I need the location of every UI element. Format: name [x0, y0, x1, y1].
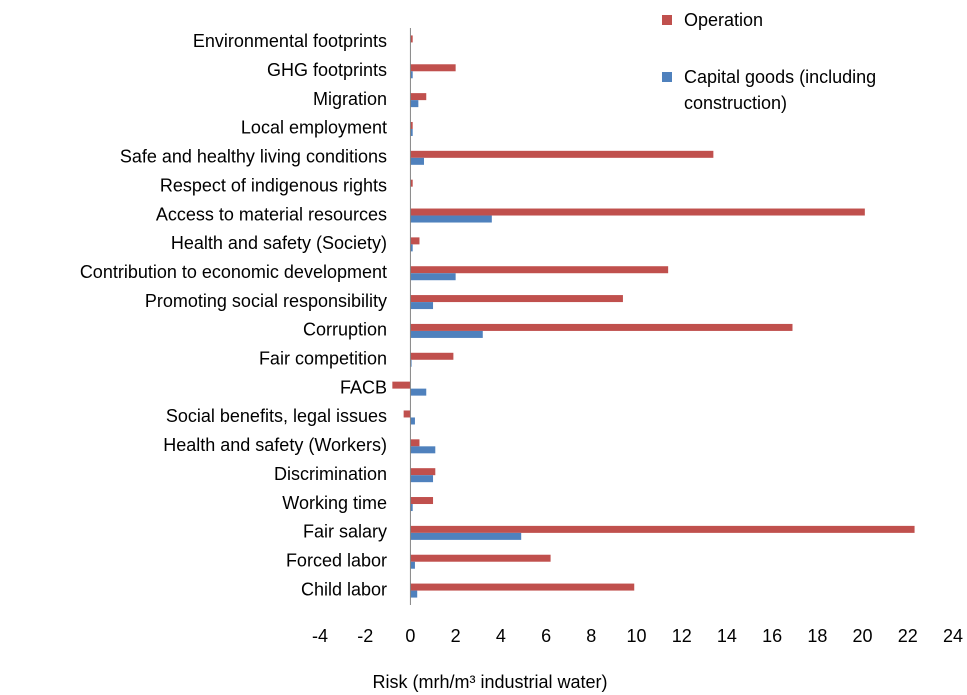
- bar: [410, 446, 436, 454]
- x-tick-label: 12: [672, 626, 692, 646]
- bar: [410, 590, 418, 598]
- bar: [410, 71, 413, 79]
- y-tick-label: Corruption: [303, 320, 387, 340]
- x-tick-label: 0: [405, 626, 415, 646]
- y-tick-label: Safe and healthy living conditions: [120, 147, 387, 167]
- y-tick-label: Access to material resources: [156, 204, 387, 224]
- bar: [410, 583, 635, 591]
- y-tick-label: Social benefits, legal issues: [166, 406, 387, 426]
- bar: [410, 273, 456, 281]
- bar: [392, 381, 411, 389]
- y-tick-label: Discrimination: [274, 464, 387, 484]
- legend-swatch: [662, 72, 672, 82]
- x-tick-label: 2: [451, 626, 461, 646]
- y-tick-label: Child labor: [301, 579, 387, 599]
- x-tick-label: 8: [586, 626, 596, 646]
- bar: [410, 244, 413, 252]
- y-tick-label: Environmental footprints: [193, 31, 387, 51]
- bar: [410, 359, 412, 367]
- x-tick-label: 14: [717, 626, 737, 646]
- x-tick-label: -4: [312, 626, 328, 646]
- bar: [410, 100, 419, 108]
- bar: [410, 554, 551, 562]
- x-axis-title: Risk (mrh/m³ industrial water): [372, 672, 607, 692]
- bar: [410, 302, 434, 310]
- bar: [410, 64, 456, 72]
- bar: [410, 439, 420, 447]
- bar: [410, 215, 492, 223]
- bar: [410, 561, 415, 569]
- y-tick-label: FACB: [340, 377, 387, 397]
- bar: [410, 525, 915, 533]
- bar: [410, 208, 865, 216]
- bar: [410, 468, 436, 476]
- bar: [410, 352, 454, 360]
- y-tick-label: Working time: [282, 493, 387, 513]
- bar: [410, 128, 413, 136]
- bar: [410, 35, 413, 43]
- x-tick-label: 10: [626, 626, 646, 646]
- bar: [410, 237, 420, 245]
- y-tick-label: Health and safety (Workers): [163, 435, 387, 455]
- bar: [410, 504, 413, 512]
- bar: [410, 532, 522, 540]
- x-tick-label: 22: [898, 626, 918, 646]
- bar: [410, 179, 413, 187]
- x-tick-label: -2: [357, 626, 373, 646]
- x-tick-label: 6: [541, 626, 551, 646]
- y-tick-label: Local employment: [241, 118, 387, 138]
- y-tick-label: Fair competition: [259, 349, 387, 369]
- bar: [410, 93, 427, 101]
- bar: [410, 295, 623, 303]
- bar: [410, 157, 424, 165]
- x-tick-label: 16: [762, 626, 782, 646]
- bar: [403, 410, 411, 418]
- x-tick-label: 18: [807, 626, 827, 646]
- bar: [410, 388, 427, 396]
- bar: [410, 121, 413, 129]
- bar: [410, 266, 669, 274]
- legend-label: Capital goods (including construction): [684, 67, 877, 113]
- legend-label: Operation: [684, 10, 764, 30]
- y-tick-label: Health and safety (Society): [171, 233, 387, 253]
- y-tick-label: Promoting social responsibility: [145, 291, 387, 311]
- bar: [410, 330, 483, 338]
- legend-swatch: [662, 15, 672, 25]
- y-tick-label: Contribution to economic development: [80, 262, 387, 282]
- y-tick-label: Forced labor: [286, 550, 387, 570]
- y-tick-label: GHG footprints: [267, 60, 387, 80]
- x-tick-label: 4: [496, 626, 506, 646]
- bar: [410, 417, 415, 425]
- y-tick-label: Fair salary: [303, 522, 387, 542]
- bar: [410, 475, 434, 483]
- x-tick-label: 24: [943, 626, 963, 646]
- bar: [410, 323, 793, 331]
- x-tick-label: 20: [853, 626, 873, 646]
- bar: [410, 150, 714, 158]
- bar: [410, 497, 434, 505]
- y-tick-label: Respect of indigenous rights: [160, 175, 387, 195]
- y-tick-label: Migration: [313, 89, 387, 109]
